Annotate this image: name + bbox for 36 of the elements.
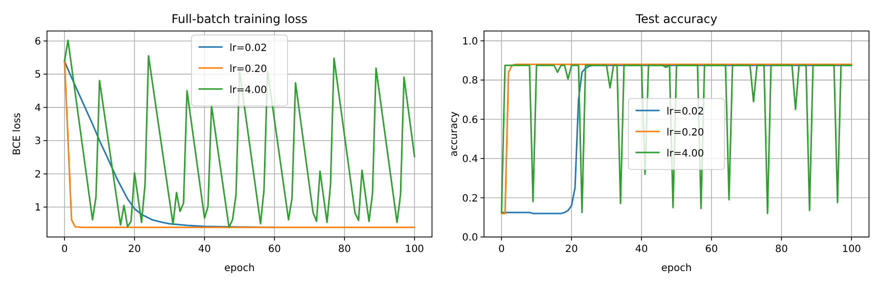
x-tick-label: 80 <box>338 244 351 255</box>
y-tick-label: 5 <box>34 70 41 81</box>
x-tick-label: 40 <box>635 244 648 255</box>
x-tick-label: 100 <box>842 244 862 255</box>
x-tick-label: 0 <box>498 244 505 255</box>
x-tick-label: 40 <box>198 244 211 255</box>
x-tick-label: 60 <box>705 244 718 255</box>
legend-label: lr=0.20 <box>230 64 268 75</box>
y-tick-label: 6 <box>34 36 41 48</box>
y-tick-label: 0.4 <box>462 154 478 166</box>
legend-label: lr=0.02 <box>230 43 268 54</box>
legend-label: lr=4.00 <box>230 85 268 96</box>
y-tick-label: 4 <box>34 102 41 114</box>
x-tick-label: 100 <box>404 244 424 255</box>
x-axis-title: epoch <box>224 263 255 274</box>
x-axis-title: epoch <box>661 263 692 274</box>
y-axis-title: BCE loss <box>12 112 23 156</box>
legend-label: lr=4.00 <box>666 148 704 160</box>
legend-label: lr=0.02 <box>666 106 704 118</box>
y-tick-label: 0.2 <box>462 193 478 204</box>
y-tick-label: 1 <box>34 202 41 214</box>
x-tick-label: 60 <box>268 244 281 255</box>
chart-title: Full-batch training loss <box>171 12 308 26</box>
y-tick-label: 0.0 <box>462 232 478 244</box>
y-tick-label: 3 <box>34 136 41 148</box>
y-tick-label: 1.0 <box>462 36 478 48</box>
y-tick-label: 0.8 <box>462 76 478 87</box>
y-tick-label: 2 <box>34 169 41 180</box>
x-tick-label: 20 <box>565 244 578 255</box>
chart-title: Test accuracy <box>634 12 718 26</box>
legend-label: lr=0.20 <box>666 128 704 138</box>
y-tick-label: 0.6 <box>462 114 478 126</box>
x-tick-label: 80 <box>775 244 788 255</box>
y-axis-title: accuracy <box>449 111 460 157</box>
x-tick-label: 20 <box>128 244 141 255</box>
x-tick-label: 0 <box>61 244 68 255</box>
